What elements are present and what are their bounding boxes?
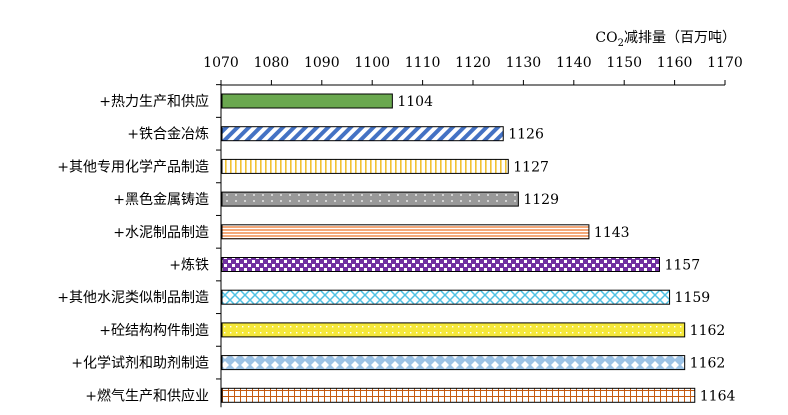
x-tick-label: 1140 xyxy=(556,55,592,71)
x-tick-label: 1150 xyxy=(606,55,642,71)
value-label: 1164 xyxy=(700,388,736,404)
bar xyxy=(221,289,671,305)
category-label: +其他水泥类似制品制造 xyxy=(57,290,209,306)
bar xyxy=(221,355,686,371)
value-label: 1129 xyxy=(523,192,559,208)
category-label: +砼结构构件制造 xyxy=(99,323,209,339)
category-label: +化学试剂和助剂制造 xyxy=(71,356,209,372)
x-tick-label: 1160 xyxy=(657,55,693,71)
bar xyxy=(221,224,590,240)
category-label: +热力生产和供应 xyxy=(99,93,209,110)
x-tick-label: 1090 xyxy=(304,55,340,71)
value-label: 1127 xyxy=(513,159,549,175)
x-tick-label: 1070 xyxy=(203,55,239,71)
x-tick-label: 1170 xyxy=(707,55,743,71)
bars-group: +热力生产和供应 1104 +铁合金冶炼 1126 +其他专用化学产品制造 1127 +黑色… xyxy=(57,84,736,404)
value-label: 1162 xyxy=(690,356,726,372)
value-label: 1159 xyxy=(675,290,711,306)
x-tick-label: 1080 xyxy=(254,55,290,71)
bar xyxy=(221,93,393,109)
value-label: 1104 xyxy=(397,94,433,110)
x-tick-label: 1130 xyxy=(506,55,542,71)
category-label: +水泥制品制造 xyxy=(113,225,209,241)
category-label: +铁合金冶炼 xyxy=(127,127,209,143)
value-label: 1126 xyxy=(508,127,544,143)
value-label: 1162 xyxy=(690,323,726,339)
bar xyxy=(221,322,686,338)
x-tick-label: 1120 xyxy=(455,55,491,71)
x-tick-label: 1110 xyxy=(405,55,441,71)
category-label: +黑色金属铸造 xyxy=(113,191,209,208)
category-label: +其他专用化学产品制造 xyxy=(57,159,209,175)
x-axis-label: CO2减排量（百万吨） xyxy=(595,30,736,49)
bar xyxy=(221,126,504,142)
category-label: +燃气生产和供应业 xyxy=(85,387,209,404)
bar xyxy=(221,191,519,207)
value-label: 1143 xyxy=(594,225,630,241)
bar xyxy=(221,158,509,174)
category-label: +炼铁 xyxy=(169,258,209,274)
bar xyxy=(221,257,660,272)
x-tick-label: 1100 xyxy=(354,55,390,71)
bar xyxy=(221,387,696,403)
x-axis: 1070 1080 1090 1100 1110 1120 1130 1140 1150 1160… xyxy=(203,55,743,408)
value-label: 1157 xyxy=(664,258,700,274)
